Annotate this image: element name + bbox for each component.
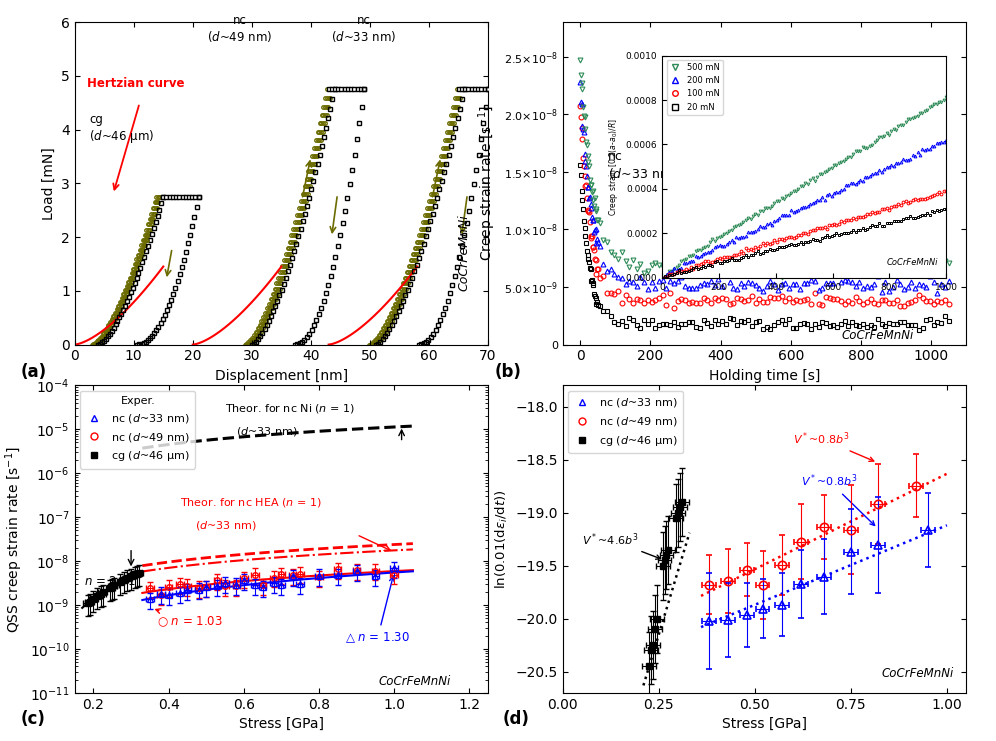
Text: $V^*$~0.8$b^3$: $V^*$~0.8$b^3$ [793, 431, 873, 462]
Text: ($d$~33 nm): ($d$~33 nm) [195, 519, 257, 532]
Text: (b): (b) [494, 363, 521, 381]
Text: Theor. for nc HEA ($n$ = 1): Theor. for nc HEA ($n$ = 1) [180, 496, 322, 509]
Text: △ $n$ = 1.30: △ $n$ = 1.30 [346, 576, 410, 645]
Text: Hertzian curve: Hertzian curve [87, 77, 184, 90]
Text: (a): (a) [21, 363, 47, 381]
Text: nc
($d$~33 nm): nc ($d$~33 nm) [609, 150, 677, 181]
Text: Theor. for nc Ni ($n$ = 1): Theor. for nc Ni ($n$ = 1) [225, 402, 355, 415]
Legend: nc ($d$~33 nm), nc ($d$~49 nm), cg ($d$~46 μm): nc ($d$~33 nm), nc ($d$~49 nm), cg ($d$~… [569, 391, 683, 453]
Text: nc
($d$~49 nm): nc ($d$~49 nm) [207, 13, 273, 44]
Legend: 500 mN, 200 mN, 100 mN, 20 mN: 500 mN, 200 mN, 100 mN, 20 mN [666, 60, 723, 115]
Text: cg
($d$~46 μm): cg ($d$~46 μm) [90, 113, 154, 145]
Y-axis label: ln(0.01(d$\varepsilon_i$/d$t$)): ln(0.01(d$\varepsilon_i$/d$t$)) [494, 489, 510, 589]
X-axis label: Holding time [s]: Holding time [s] [709, 369, 820, 383]
Y-axis label: Load [mN]: Load [mN] [42, 147, 56, 220]
Text: CoCrFeMnNi: CoCrFeMnNi [842, 330, 913, 342]
Text: (d): (d) [502, 710, 529, 728]
Text: CoCrFeMnNi: CoCrFeMnNi [378, 675, 450, 688]
X-axis label: Stress [GPa]: Stress [GPa] [239, 717, 324, 731]
Text: $n$ = 2.91: $n$ = 2.91 [84, 575, 135, 588]
X-axis label: Displacement [nm]: Displacement [nm] [215, 369, 348, 383]
Y-axis label: QSS creep strain rate [s$^{-1}$]: QSS creep strain rate [s$^{-1}$] [3, 445, 25, 633]
Text: CoCrFeMnNi: CoCrFeMnNi [886, 258, 937, 267]
Legend: nc ($d$~33 nm), nc ($d$~49 nm), cg ($d$~46 μm): nc ($d$~33 nm), nc ($d$~49 nm), cg ($d$~… [81, 391, 195, 468]
Text: $V^*$~0.8$b^3$: $V^*$~0.8$b^3$ [801, 473, 874, 525]
Text: (c): (c) [21, 710, 46, 728]
Text: $V^*$~4.6$b^3$: $V^*$~4.6$b^3$ [582, 531, 660, 559]
Y-axis label: Creep strain rate [s$^{-1}$]: Creep strain rate [s$^{-1}$] [476, 105, 498, 262]
Y-axis label: Creep strain [$0.2(a$-$a_0)/R$]: Creep strain [$0.2(a$-$a_0)/R$] [608, 118, 621, 216]
Text: nc
($d$~33 nm): nc ($d$~33 nm) [332, 13, 396, 44]
Text: ○ $n$ = 1.03: ○ $n$ = 1.03 [155, 609, 223, 629]
X-axis label: Stress [GPa]: Stress [GPa] [722, 717, 807, 731]
Text: CoCrFeMnNi: CoCrFeMnNi [458, 214, 471, 290]
Text: ($d$~33 nm): ($d$~33 nm) [236, 425, 298, 438]
Text: CoCrFeMnNi: CoCrFeMnNi [881, 668, 954, 680]
